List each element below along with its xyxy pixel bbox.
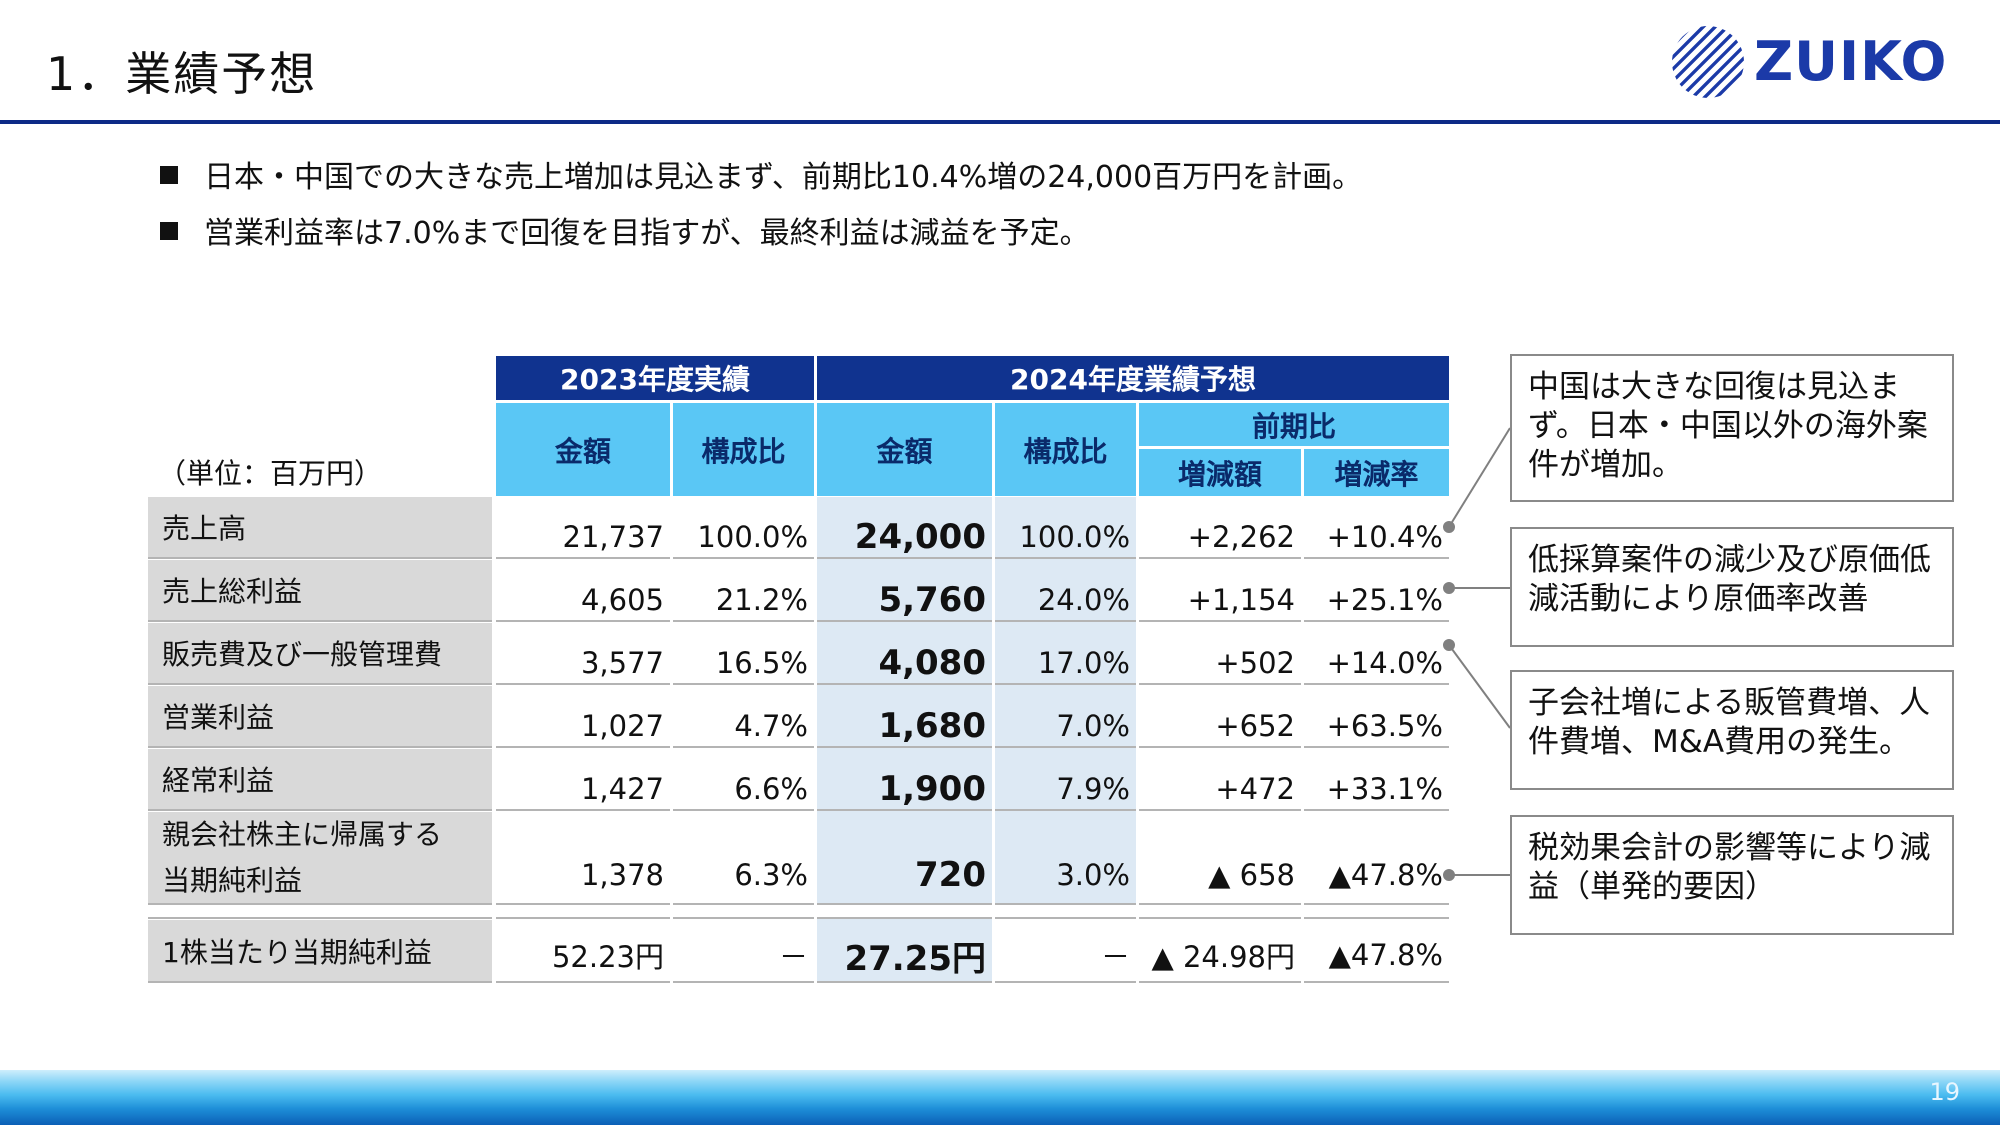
col-header-ratio-2023: 構成比 (673, 403, 814, 496)
page-number: 19 (1929, 1078, 1960, 1106)
cell-op-change: +652 (1215, 709, 1295, 743)
row-label-net-income: 親会社株主に帰属する 当期純利益 (148, 812, 492, 904)
cell-sales-change: +2,262 (1187, 520, 1295, 554)
col-gap (1136, 497, 1139, 983)
cell-eps-2023-amount: 52.23円 (551, 940, 664, 974)
cell-ord-2023-amount: 1,427 (580, 772, 664, 806)
row-divider (148, 809, 1449, 811)
cell-sales-rate: +10.4% (1326, 520, 1443, 554)
cell-op-2024-ratio: 7.0% (1056, 709, 1130, 743)
cell-gross-change: +1,154 (1187, 583, 1295, 617)
row-divider (148, 620, 1449, 622)
callout-sga: 子会社増による販管費増、人件費増、M&A費用の発生。 (1510, 670, 1954, 790)
row-divider (148, 903, 1449, 905)
cell-sales-2024-ratio: 100.0% (1019, 520, 1130, 554)
cell-net-2023-amount: 1,378 (580, 858, 664, 892)
callout-gross-profit: 低採算案件の減少及び原価低減活動により原価率改善 (1510, 527, 1954, 647)
col-gap (814, 497, 817, 983)
col-header-amount-2024: 金額 (817, 403, 992, 496)
cell-sales-2023-ratio: 100.0% (697, 520, 808, 554)
row-label-ordinary-profit: 経常利益 (148, 749, 492, 809)
unit-label: （単位：百万円） (158, 457, 383, 490)
cell-net-2024-amount: 720 (915, 855, 986, 895)
cell-eps-2024-ratio: － (1100, 940, 1130, 974)
cell-gross-2023-ratio: 21.2% (715, 583, 808, 617)
header-2023: 2023年度実績 (496, 356, 814, 400)
cell-sga-2023-amount: 3,577 (580, 646, 664, 680)
footer-bar (0, 1070, 2000, 1125)
col-header-ratio-2024: 構成比 (995, 403, 1136, 496)
net-income-label-line1: 親会社株主に帰属する (162, 818, 443, 851)
row-divider (148, 746, 1449, 748)
cell-net-2024-ratio: 3.0% (1056, 858, 1130, 892)
cell-eps-rate: ▲47.8% (1328, 938, 1443, 972)
col-gap (492, 497, 496, 983)
row-divider (148, 683, 1449, 685)
square-bullet-icon (160, 222, 178, 240)
net-income-label-line2: 当期純利益 (162, 864, 303, 897)
cell-op-2024-amount: 1,680 (878, 706, 986, 746)
col-gap (992, 497, 995, 983)
cell-eps-2023-ratio: － (778, 940, 808, 974)
cell-op-2023-ratio: 4.7% (734, 709, 808, 743)
cell-op-2023-amount: 1,027 (580, 709, 664, 743)
cell-ord-2024-amount: 1,900 (878, 769, 986, 809)
row-label-eps: 1株当たり当期純利益 (148, 920, 492, 981)
cell-net-2023-ratio: 6.3% (734, 858, 808, 892)
col-gap (1301, 497, 1304, 983)
row-gap (148, 905, 1449, 917)
square-bullet-icon (160, 166, 178, 184)
logo-text: ZUIKO (1754, 30, 1948, 93)
cell-ord-change: +472 (1215, 772, 1295, 806)
cell-sga-rate: +14.0% (1326, 646, 1443, 680)
cell-ord-2024-ratio: 7.9% (1056, 772, 1130, 806)
cell-net-rate: ▲47.8% (1328, 858, 1443, 892)
header-2024: 2024年度業績予想 (817, 356, 1449, 400)
title-divider (0, 120, 2000, 124)
row-divider (148, 557, 1449, 559)
summary-bullets: 日本・中国での大きな売上増加は見込まず、前期比10.4%増の24,000百万円を… (160, 150, 1362, 262)
company-logo: ZUIKO (1670, 24, 1960, 100)
highlight-ratio-2024 (995, 497, 1136, 903)
cell-ord-rate: +33.1% (1326, 772, 1443, 806)
cell-eps-change: ▲ 24.98円 (1151, 940, 1295, 974)
bullet-text: 日本・中国での大きな売上増加は見込まず、前期比10.4%増の24,000百万円を… (204, 160, 1363, 195)
row-label-gross-profit: 売上総利益 (148, 560, 492, 620)
bullet-item: 営業利益率は7.0%まで回復を目指すが、最終利益は減益を予定。 (160, 206, 1362, 262)
cell-sga-2024-amount: 4,080 (878, 643, 986, 683)
cell-gross-rate: +25.1% (1326, 583, 1443, 617)
row-divider (148, 917, 1449, 919)
cell-sga-2023-ratio: 16.5% (715, 646, 808, 680)
cell-eps-2024-amount: 27.25円 (844, 938, 986, 979)
cell-gross-2024-ratio: 24.0% (1037, 583, 1130, 617)
col-header-yoy: 前期比 (1139, 403, 1449, 446)
bullet-text: 営業利益率は7.0%まで回復を目指すが、最終利益は減益を予定。 (204, 216, 1090, 251)
col-gap (670, 497, 673, 983)
col-header-change: 増減額 (1139, 449, 1301, 496)
col-header-rate: 増減率 (1304, 449, 1449, 496)
highlight-amount-2024 (817, 497, 992, 981)
cell-gross-2024-amount: 5,760 (878, 580, 986, 620)
col-header-amount-2023: 金額 (496, 403, 670, 496)
cell-sales-2024-amount: 24,000 (854, 517, 986, 557)
cell-ord-2023-ratio: 6.6% (734, 772, 808, 806)
page-title: 1．業績予想 (46, 47, 318, 101)
row-divider (148, 981, 1449, 983)
cell-sga-change: +502 (1215, 646, 1295, 680)
cell-gross-2023-amount: 4,605 (580, 583, 664, 617)
bullet-item: 日本・中国での大きな売上増加は見込まず、前期比10.4%増の24,000百万円を… (160, 150, 1362, 206)
cell-sga-2024-ratio: 17.0% (1037, 646, 1130, 680)
cell-sales-2023-amount: 21,737 (562, 520, 664, 554)
cell-op-rate: +63.5% (1326, 709, 1443, 743)
zuiko-logo-icon (1672, 26, 1744, 98)
row-label-operating-profit: 営業利益 (148, 686, 492, 746)
row-label-sga: 販売費及び一般管理費 (148, 623, 492, 683)
callout-net-income: 税効果会計の影響等により減益（単発的要因） (1510, 815, 1954, 935)
cell-net-change: ▲ 658 (1208, 858, 1295, 892)
callout-sales: 中国は大きな回復は見込まず。日本・中国以外の海外案件が増加。 (1510, 354, 1954, 502)
row-label-sales: 売上高 (148, 497, 492, 557)
